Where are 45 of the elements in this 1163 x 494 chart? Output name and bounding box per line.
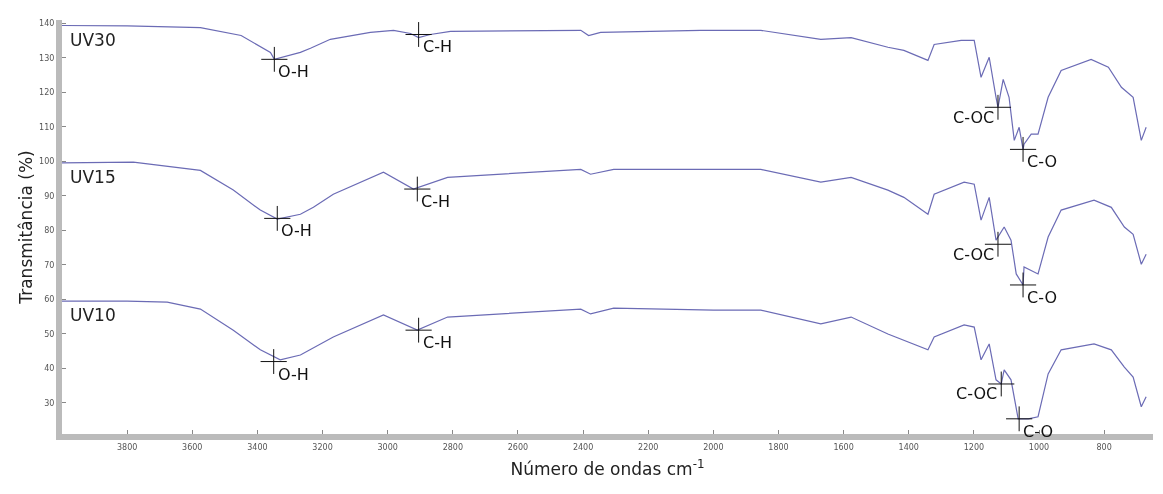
series-label: UV30	[70, 30, 116, 50]
annotation: C-O	[1027, 152, 1057, 171]
y-tick-label: 30	[44, 398, 55, 408]
x-tick-label: 1800	[768, 442, 789, 452]
series-label: UV10	[70, 305, 116, 325]
y-tick-label: 140	[39, 19, 55, 29]
x-tick-label: 1000	[1028, 442, 1050, 452]
annotation: C-OC	[953, 108, 995, 127]
x-tick-label: 2400	[572, 442, 594, 452]
y-tick-label: 130	[39, 53, 55, 63]
annotation: C-O	[1027, 288, 1057, 307]
annotation: C-O	[1023, 422, 1053, 441]
x-tick-label: 1600	[833, 442, 854, 452]
annotation: O-H	[278, 365, 309, 384]
y-tick-label: 110	[39, 122, 55, 132]
y-tick-label: 40	[44, 364, 55, 374]
x-tick-label: 1400	[898, 442, 919, 452]
annotation: C-OC	[953, 245, 995, 264]
x-tick-label: 800	[1096, 442, 1112, 452]
y-tick-label: 100	[39, 157, 55, 167]
y-tick-label: 60	[44, 295, 55, 305]
x-axis-title: Número de ondas cm$^{-1}$	[510, 457, 705, 480]
y-tick-label: 70	[44, 260, 55, 270]
y-tick-label: 50	[44, 329, 55, 339]
x-tick-label: 3400	[247, 442, 268, 452]
annotation: O-H	[278, 62, 309, 81]
x-tick-label: 2800	[442, 442, 463, 452]
annotation: C-H	[423, 37, 452, 56]
annotation: C-OC	[956, 384, 998, 403]
x-tick-label: 3800	[116, 442, 138, 452]
annotation: O-H	[281, 221, 312, 240]
y-tick-label: 120	[39, 88, 55, 98]
x-tick-label: 3600	[182, 442, 203, 452]
series-label: UV15	[70, 167, 116, 187]
x-tick-label: 2600	[507, 442, 529, 452]
x-tick-label: 1200	[963, 442, 985, 452]
y-axis-title: Transmitância (%)	[16, 150, 37, 305]
x-tick-label: 3200	[312, 442, 333, 452]
annotation: C-H	[423, 333, 452, 352]
x-tick-label: 3000	[377, 442, 398, 452]
annotation: C-H	[421, 192, 450, 211]
y-tick-label: 90	[44, 191, 55, 201]
y-tick-label: 80	[44, 226, 55, 236]
x-tick-label: 2200	[638, 442, 659, 452]
x-tick-label: 2000	[703, 442, 724, 452]
